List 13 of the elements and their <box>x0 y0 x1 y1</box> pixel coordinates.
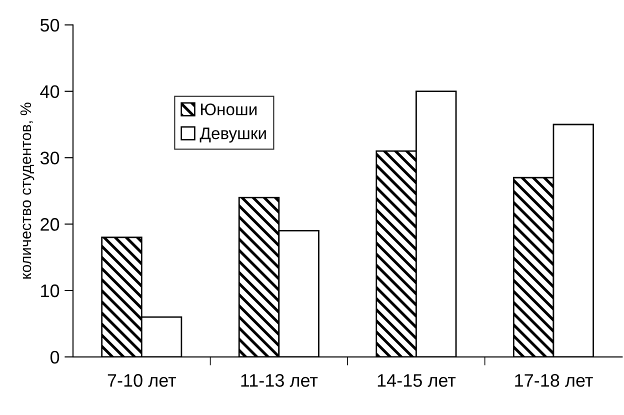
y-tick-label: 50 <box>40 18 60 32</box>
x-tick-label: 7-10 лет <box>108 374 176 387</box>
legend-label: Юноши <box>201 104 257 116</box>
x-tick-label: 17-18 лет <box>515 374 593 387</box>
x-tick-label: 14-15 лет <box>378 374 456 387</box>
y-axis-title: количество студентов, % <box>20 102 34 279</box>
y-tick-label: 10 <box>41 284 60 298</box>
y-tick-label: 30 <box>40 152 60 164</box>
y-tick-label: 20 <box>40 218 60 231</box>
y-tick-label: 0 <box>50 350 60 364</box>
x-tick-label: 11-13 лет <box>241 374 318 387</box>
y-tick-label: 40 <box>40 85 60 98</box>
legend-label: Девушки <box>200 128 266 143</box>
